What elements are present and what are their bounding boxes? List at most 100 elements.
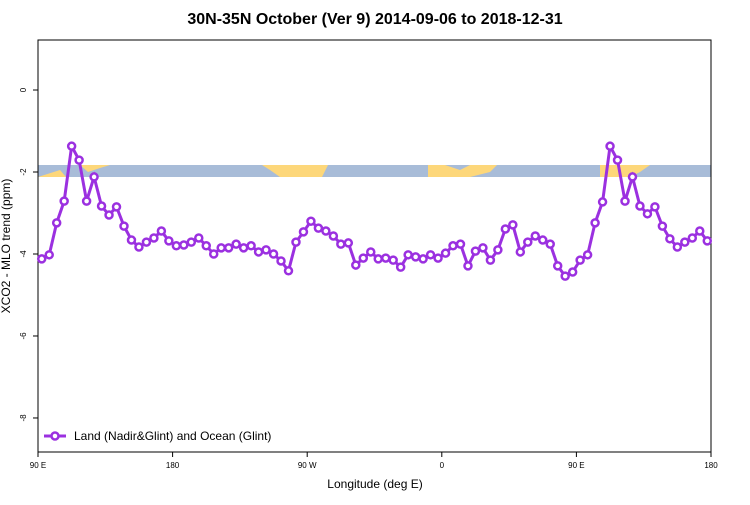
point (552, 261, 563, 271)
point (410, 252, 421, 262)
point (313, 223, 324, 233)
point (523, 237, 533, 247)
point (455, 239, 466, 249)
point (433, 253, 443, 263)
point (425, 250, 436, 260)
x-tick-label: 180 (704, 461, 718, 470)
point (582, 250, 593, 260)
point (605, 141, 615, 151)
y-axis-label: XCO2 - MLO trend (ppm) (0, 179, 13, 314)
point (635, 201, 645, 211)
point (493, 245, 503, 255)
point (508, 220, 518, 230)
point (695, 226, 705, 236)
point (530, 231, 541, 241)
chart-title: 30N-35N October (Ver 9) 2014-09-06 to 20… (187, 11, 562, 28)
point (395, 262, 406, 272)
point (515, 247, 526, 257)
plot-frame (37, 39, 712, 453)
point (134, 242, 144, 252)
point (156, 226, 167, 236)
point (59, 196, 69, 206)
point (485, 255, 496, 265)
point (620, 196, 630, 206)
point (575, 255, 585, 265)
point (261, 245, 271, 255)
point (328, 231, 339, 241)
point (351, 260, 361, 270)
y-tick-label: 0 (19, 87, 28, 92)
point (321, 226, 331, 236)
point (538, 235, 548, 245)
point (298, 227, 309, 237)
point (246, 241, 256, 251)
point (223, 243, 234, 253)
point (179, 240, 189, 250)
point (687, 233, 698, 243)
point (448, 241, 458, 251)
point (650, 202, 660, 212)
point (306, 216, 316, 226)
x-axis-label: Longitude (deg E) (327, 477, 422, 491)
point (216, 243, 226, 253)
x-tick-label: 90 E (568, 461, 584, 470)
point (500, 224, 511, 234)
point (478, 243, 488, 253)
y-tick-label: -2 (19, 168, 28, 176)
point (627, 172, 638, 182)
point (597, 197, 608, 207)
point (44, 250, 54, 260)
point (672, 242, 683, 252)
point (291, 237, 301, 247)
point (612, 155, 623, 165)
point (373, 254, 383, 264)
point (440, 248, 451, 258)
point (149, 233, 159, 243)
point (680, 237, 690, 247)
point (186, 237, 197, 247)
x-tick-label: 0 (440, 461, 445, 470)
point (545, 239, 555, 249)
point (463, 261, 473, 271)
point (366, 247, 376, 257)
y-tick-label: -6 (19, 332, 28, 340)
point (380, 253, 391, 263)
point (51, 218, 62, 228)
point (171, 241, 182, 251)
point (81, 196, 92, 206)
point (96, 201, 107, 211)
point (343, 238, 354, 248)
point (119, 221, 129, 231)
point (276, 256, 286, 266)
point (665, 234, 675, 244)
x-tick-label: 90 W (298, 461, 317, 470)
point (111, 202, 122, 212)
x-tick-label: 180 (166, 461, 180, 470)
point (590, 218, 600, 228)
point (268, 249, 279, 259)
point (194, 233, 204, 243)
point (253, 247, 264, 257)
point (164, 236, 174, 246)
point (567, 267, 578, 277)
point (36, 254, 47, 264)
legend-label: Land (Nadir&Glint) and Ocean (Glint) (74, 429, 271, 443)
point (126, 235, 137, 245)
point (208, 249, 219, 259)
x-tick-label: 90 E (30, 461, 46, 470)
point (66, 141, 77, 151)
point (283, 266, 294, 276)
point (403, 250, 413, 260)
point (657, 221, 668, 231)
point (238, 243, 249, 253)
point (560, 271, 570, 281)
y-tick-label: -4 (19, 250, 28, 258)
point (358, 253, 369, 263)
legend-marker (50, 431, 60, 441)
point (336, 239, 346, 249)
point (470, 246, 481, 256)
map-strip (38, 165, 711, 177)
point (231, 239, 241, 249)
point (702, 236, 713, 246)
